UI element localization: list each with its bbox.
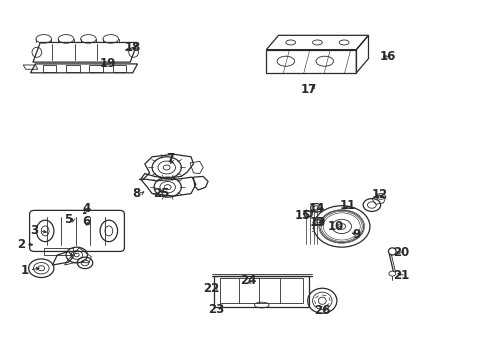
Text: 15: 15 — [294, 209, 310, 222]
Text: 8: 8 — [132, 187, 141, 200]
Text: 18: 18 — [124, 41, 141, 54]
Bar — [113, 65, 126, 72]
Bar — [220, 278, 303, 303]
Bar — [42, 65, 56, 72]
Text: 14: 14 — [307, 202, 324, 215]
Text: 21: 21 — [392, 269, 408, 282]
Bar — [89, 65, 103, 72]
Text: 26: 26 — [313, 303, 330, 316]
Text: 1: 1 — [20, 264, 29, 276]
Text: 19: 19 — [100, 57, 116, 70]
Text: 25: 25 — [152, 187, 169, 200]
Text: 17: 17 — [300, 84, 316, 96]
Text: 2: 2 — [17, 238, 25, 251]
Text: 12: 12 — [371, 188, 387, 201]
Text: 9: 9 — [351, 228, 360, 241]
Text: 11: 11 — [339, 199, 355, 212]
Text: 24: 24 — [240, 274, 256, 287]
Text: 3: 3 — [30, 224, 39, 237]
Bar — [66, 65, 80, 72]
Text: 23: 23 — [208, 303, 224, 316]
Text: 6: 6 — [82, 215, 90, 228]
Text: 4: 4 — [82, 202, 90, 215]
Text: 13: 13 — [309, 216, 325, 229]
Text: 5: 5 — [64, 213, 72, 226]
Text: 16: 16 — [379, 50, 395, 63]
Text: 10: 10 — [327, 220, 344, 233]
Text: 20: 20 — [392, 246, 408, 258]
Text: 22: 22 — [203, 282, 219, 295]
Text: 7: 7 — [166, 152, 174, 165]
